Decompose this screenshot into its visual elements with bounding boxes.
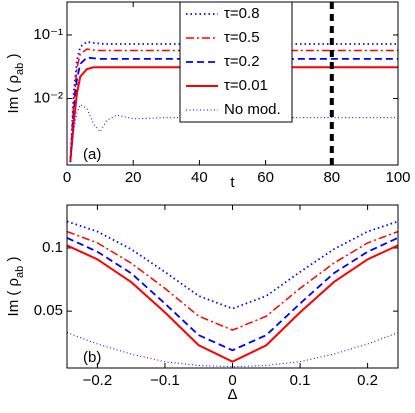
x-tick-label: 0.1 [290, 372, 311, 389]
x-tick-label: 60 [257, 169, 274, 186]
x-tick-label: 20 [125, 169, 142, 186]
x-tick-label: 80 [323, 169, 340, 186]
legend-label: No mod. [224, 101, 281, 118]
series-line [69, 103, 398, 163]
series-line [69, 40, 398, 163]
panel-label: (a) [83, 146, 101, 163]
y-tick-label: 10⁻¹ [33, 26, 63, 43]
x-tick-label: 100 [385, 169, 410, 186]
axes-frame [66, 204, 399, 369]
legend-label: τ=0.8 [224, 5, 260, 22]
x-axis-label: t [230, 174, 235, 191]
y-axis-label-part: ab [14, 63, 26, 75]
y-tick-label: 10⁻² [33, 89, 63, 106]
x-tick-label: 0 [63, 169, 71, 186]
y-tick-label: 0.05 [34, 302, 63, 319]
legend-label: τ=0.2 [224, 53, 260, 70]
x-tick-label: 40 [191, 169, 208, 186]
y-axis-label-part: ) [5, 257, 22, 266]
x-axis-label: Δ [227, 386, 237, 403]
y-axis-label-part: Im ( ρ [5, 278, 22, 317]
y-axis-label-part: ab [14, 266, 26, 278]
y-axis-label: Im ( ρab ) [5, 257, 26, 317]
x-tick-label: 0.2 [357, 372, 378, 389]
series-line [67, 237, 398, 352]
y-tick-label: 0.1 [42, 239, 63, 256]
series-line [67, 244, 398, 363]
series-line [67, 230, 398, 331]
series-line [67, 332, 398, 368]
x-tick-label: 0 [228, 372, 236, 389]
legend-label: τ=0.01 [224, 77, 268, 94]
panel-label: (b) [83, 349, 101, 366]
y-axis-label-part: Im ( ρ [5, 75, 22, 114]
y-axis-label-part: ) [5, 54, 22, 63]
legend-label: τ=0.5 [224, 29, 260, 46]
y-axis-label: Im ( ρab ) [5, 54, 26, 114]
x-tick-label: −0.1 [150, 372, 180, 389]
plot-area [67, 205, 398, 368]
x-tick-label: −0.2 [83, 372, 113, 389]
